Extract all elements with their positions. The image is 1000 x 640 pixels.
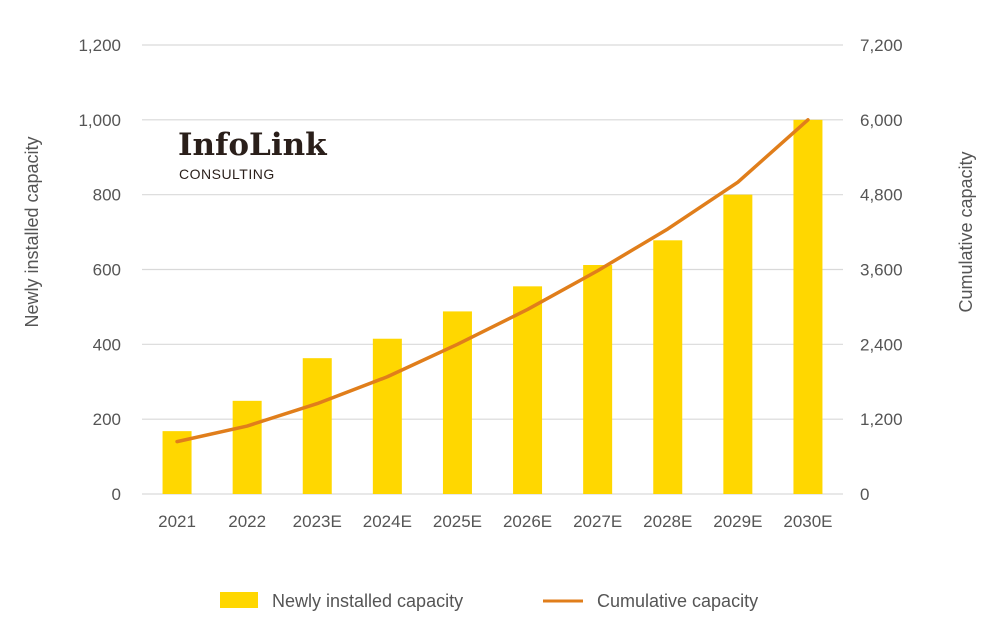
x-tick-label: 2029E [713,512,762,531]
logo-name: InfoLink [178,127,328,163]
x-tick-label: 2024E [363,512,412,531]
bar [653,240,683,494]
y-axis-left-ticks: 0 200 400 600 800 1,000 1,200 [78,36,121,504]
y-left-tick-label: 200 [93,410,121,429]
bar [793,119,823,494]
legend: Newly installed capacity Cumulative capa… [220,591,758,611]
logo-subtitle: CONSULTING [179,166,275,182]
bar [723,194,753,494]
bar-series [162,119,823,494]
y-right-tick-label: 1,200 [860,410,903,429]
y-right-tick-label: 0 [860,485,869,504]
y-left-tick-label: 0 [112,485,121,504]
y-axis-right-ticks: 0 1,200 2,400 3,600 4,800 6,000 7,200 [860,36,903,504]
bar [513,286,543,494]
y-right-tick-label: 7,200 [860,36,903,55]
y-axis-left-title: Newly installed capacity [22,136,42,327]
y-right-tick-label: 6,000 [860,111,903,130]
y-left-tick-label: 800 [93,186,121,205]
y-right-tick-label: 3,600 [860,261,903,280]
x-tick-label: 2027E [573,512,622,531]
x-tick-label: 2023E [293,512,342,531]
x-tick-label: 2022 [228,512,266,531]
legend-label-bar: Newly installed capacity [272,591,463,611]
line-series [175,118,810,444]
bar [583,265,613,494]
x-axis-ticks: 2021 2022 2023E 2024E 2025E 2026E 2027E 2028E 20… [158,512,832,531]
y-left-tick-label: 1,200 [78,36,121,55]
y-left-tick-label: 1,000 [78,111,121,130]
x-tick-label: 2026E [503,512,552,531]
logo: InfoLink CONSULTING [178,127,328,182]
legend-swatch-bar [220,592,258,608]
x-tick-label: 2025E [433,512,482,531]
y-left-tick-label: 600 [93,261,121,280]
bar [232,400,262,494]
y-left-tick-label: 400 [93,335,121,354]
x-tick-label: 2030E [783,512,832,531]
y-right-tick-label: 2,400 [860,335,903,354]
x-tick-label: 2021 [158,512,196,531]
y-axis-right-title: Cumulative capacity [956,151,976,312]
y-right-tick-label: 4,800 [860,186,903,205]
bar [442,311,472,494]
x-tick-label: 2028E [643,512,692,531]
bar [302,358,332,494]
cumulative-line [175,118,810,444]
legend-label-line: Cumulative capacity [597,591,758,611]
bar [372,338,402,494]
